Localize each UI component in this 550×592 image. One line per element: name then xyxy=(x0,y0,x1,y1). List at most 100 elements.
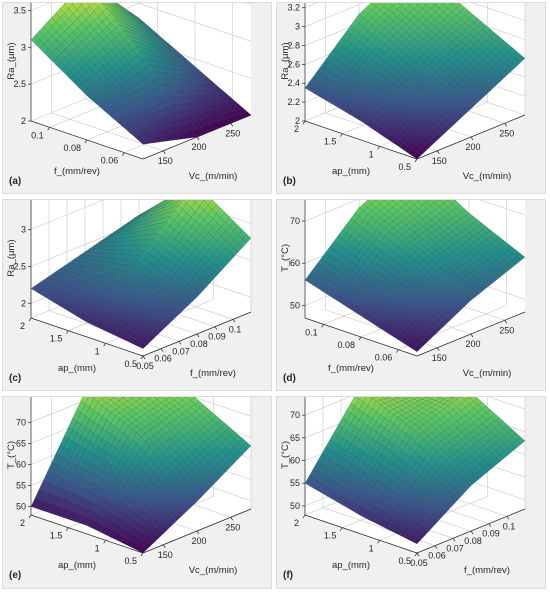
y-tick-label: 0.05 xyxy=(410,558,428,568)
y-tick xyxy=(196,136,200,141)
surface-face xyxy=(450,3,454,5)
x-tick-label: 0.08 xyxy=(337,340,355,350)
panel-c: 0.5 1 1.5 2 0.05 0.06 0.07 0.08 0.09 0.1 2 2.5 3 ap_(… xyxy=(2,199,272,391)
y-tick-label: 0.08 xyxy=(190,339,208,349)
y-tick-label: 0.07 xyxy=(446,543,464,553)
x-tick xyxy=(122,152,125,156)
y-tick xyxy=(470,136,474,141)
x-tick-label: 1.5 xyxy=(50,531,63,541)
surface-face xyxy=(91,397,97,399)
surface-face xyxy=(138,342,148,349)
x-tick xyxy=(340,527,343,531)
x-tick xyxy=(140,355,144,360)
z-tick-label: 3 xyxy=(21,225,26,235)
x-axis-label: ap_(mm) xyxy=(58,363,96,374)
y-tick-label: 150 xyxy=(432,353,447,363)
x-axis-line xyxy=(304,120,418,160)
y-tick-label: 0.08 xyxy=(464,536,482,546)
x-tick xyxy=(396,349,399,353)
x-axis-line xyxy=(304,514,418,554)
surface-face xyxy=(441,3,445,5)
y-tick-label: 150 xyxy=(432,156,447,166)
y-tick xyxy=(142,355,146,360)
surface-face xyxy=(436,397,442,399)
z-tick-label: 60 xyxy=(290,258,300,268)
x-tick xyxy=(414,158,418,163)
z-axis-label: Ra_(μm) xyxy=(6,239,17,276)
surface-plot-f: 0.5 1 1.5 2 0.050.060.070.080.090.1 50 55 60 65 7… xyxy=(280,397,526,581)
surface-plot-b: 0.5 1 1.5 2 150 200 250 2 2.2 2.4 2.6 2.8 3 3.2 ap_(mm… xyxy=(280,3,526,187)
surface-plot-c: 0.5 1 1.5 2 0.050.060.070.080.090.1 2 2.5 3 ap_(… xyxy=(6,200,252,384)
z-tick-label: 55 xyxy=(290,478,300,488)
surface-face xyxy=(424,3,429,5)
y-axis-label: f_(mm/rev) xyxy=(464,565,510,576)
z-tick-label: 50 xyxy=(16,502,26,512)
y-axis-label: Vc_(m/min) xyxy=(189,171,238,182)
x-tick-label: 0.5 xyxy=(398,162,411,172)
surface-face xyxy=(398,3,404,6)
x-tick xyxy=(321,324,324,328)
y-tick xyxy=(470,333,474,338)
z-tick-label: 60 xyxy=(16,459,26,469)
y-tick xyxy=(470,530,474,535)
x-axis-label: f_(mm/rev) xyxy=(328,363,374,374)
x-axis-label: ap_(mm) xyxy=(332,560,370,571)
z-tick-label: 3.2 xyxy=(287,3,300,13)
y-tick xyxy=(488,523,492,527)
x-tick xyxy=(302,514,306,519)
y-tick-label: 0.05 xyxy=(136,361,154,371)
y-tick xyxy=(196,530,200,535)
x-tick xyxy=(103,343,106,347)
panel-label: (f) xyxy=(283,570,293,581)
y-tick xyxy=(416,552,420,557)
surface-mesh xyxy=(304,397,526,545)
x-tick xyxy=(414,552,418,557)
y-tick xyxy=(504,123,508,127)
x-tick-label: 1.5 xyxy=(50,334,63,344)
x-tick-label: 0.08 xyxy=(63,143,81,153)
y-tick-label: 200 xyxy=(191,142,206,152)
z-tick-label: 70 xyxy=(290,216,300,226)
y-tick-label: 250 xyxy=(225,128,240,138)
surface-face xyxy=(412,344,422,352)
surface-face xyxy=(415,3,421,6)
surface-face xyxy=(412,536,422,545)
x-tick xyxy=(302,120,306,125)
x-tick xyxy=(358,336,362,341)
y-tick-label: 0.09 xyxy=(208,332,226,342)
y-axis-label: Vc_(m/min) xyxy=(189,565,238,576)
surface-face xyxy=(408,200,411,201)
x-tick-label: 0.06 xyxy=(375,353,393,363)
y-tick xyxy=(214,326,218,330)
z-tick-label: 50 xyxy=(290,300,300,310)
z-tick-label: 3 xyxy=(21,42,26,52)
surface-face xyxy=(416,200,420,202)
x-axis-label: ap_(mm) xyxy=(332,166,370,177)
surface-face xyxy=(122,397,125,398)
panel-f: 0.5 1 1.5 2 0.05 0.06 0.07 0.08 0.09 0.1 50 55 60 65 7… xyxy=(276,396,546,589)
z-tick-label: 70 xyxy=(16,417,26,427)
y-axis-label: Vc_(m/min) xyxy=(463,171,512,182)
z-axis-label: T_(°C) xyxy=(280,441,291,469)
z-tick-label: 2.5 xyxy=(13,79,26,89)
z-tick-label: 55 xyxy=(16,481,26,491)
y-tick xyxy=(230,123,234,127)
y-tick-label: 250 xyxy=(225,522,240,532)
y-tick xyxy=(436,150,440,154)
x-tick-label: 2 xyxy=(20,518,25,528)
z-tick-label: 60 xyxy=(290,456,300,466)
y-tick xyxy=(196,333,200,338)
surface-face xyxy=(193,200,197,203)
z-tick-label: 65 xyxy=(16,438,26,448)
y-tick-label: 200 xyxy=(191,536,206,546)
x-tick-label: 1 xyxy=(95,346,100,356)
z-tick-label: 3 xyxy=(295,22,300,32)
x-tick-label: 2 xyxy=(294,518,299,528)
x-tick-label: 0.06 xyxy=(101,156,119,166)
x-tick xyxy=(103,540,106,544)
panel-label: (d) xyxy=(283,373,296,384)
x-tick-label: 0.5 xyxy=(398,556,411,566)
y-tick-label: 0.1 xyxy=(229,324,242,334)
y-tick-label: 0.1 xyxy=(503,521,516,531)
x-tick-label: 1.5 xyxy=(324,531,337,541)
